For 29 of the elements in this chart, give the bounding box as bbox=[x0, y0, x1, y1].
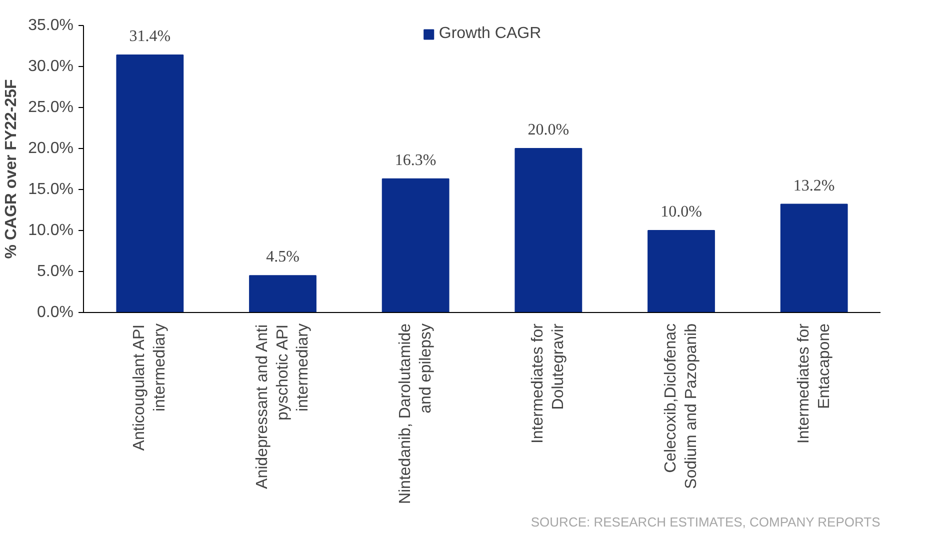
data-label: 10.0% bbox=[660, 204, 702, 220]
data-label: 16.3% bbox=[394, 152, 436, 169]
data-label: 20.0% bbox=[528, 122, 570, 138]
bar bbox=[648, 230, 715, 312]
bar bbox=[116, 54, 184, 312]
y-tick-label: 25.0% bbox=[28, 99, 74, 116]
bar bbox=[382, 178, 450, 312]
y-tick-label: 15.0% bbox=[28, 181, 74, 198]
bar bbox=[780, 204, 848, 312]
x-tick-label: Anticougulant API intermediary bbox=[131, 324, 169, 451]
x-tick-label: Intermediates for Dolutegravir bbox=[530, 322, 568, 444]
y-tick-label: 30.0% bbox=[28, 58, 74, 75]
y-tick-label: 20.0% bbox=[28, 140, 74, 157]
y-axis-title: % CAGR over FY22-25F bbox=[3, 78, 20, 259]
bar bbox=[249, 275, 316, 312]
y-tick-label: 10.0% bbox=[28, 222, 74, 239]
legend-label: Growth CAGR bbox=[438, 25, 542, 43]
y-tick-label: 0.0% bbox=[37, 304, 74, 321]
x-tick-label: Anidepressant and Anti pyschotic API intermediary bbox=[254, 324, 312, 489]
y-tick-label: 35.0% bbox=[28, 17, 74, 34]
data-label: 31.4% bbox=[129, 28, 171, 46]
source-note: SOURCE: RESEARCH ESTIMATES, COMPANY REPORTS bbox=[530, 514, 881, 530]
x-tick-label: Celecoxib,Diclofenac Sodium and Pazopanib bbox=[662, 323, 700, 489]
data-label: 13.2% bbox=[793, 177, 835, 194]
bar bbox=[514, 148, 582, 312]
data-label: 4.5% bbox=[266, 248, 300, 266]
x-tick-label: Intermediates for Entacapone bbox=[795, 322, 833, 444]
x-tick-label: Nintedanib, Darolutamide and epilepsy bbox=[396, 323, 434, 504]
y-tick-label: 5.0% bbox=[37, 263, 74, 280]
